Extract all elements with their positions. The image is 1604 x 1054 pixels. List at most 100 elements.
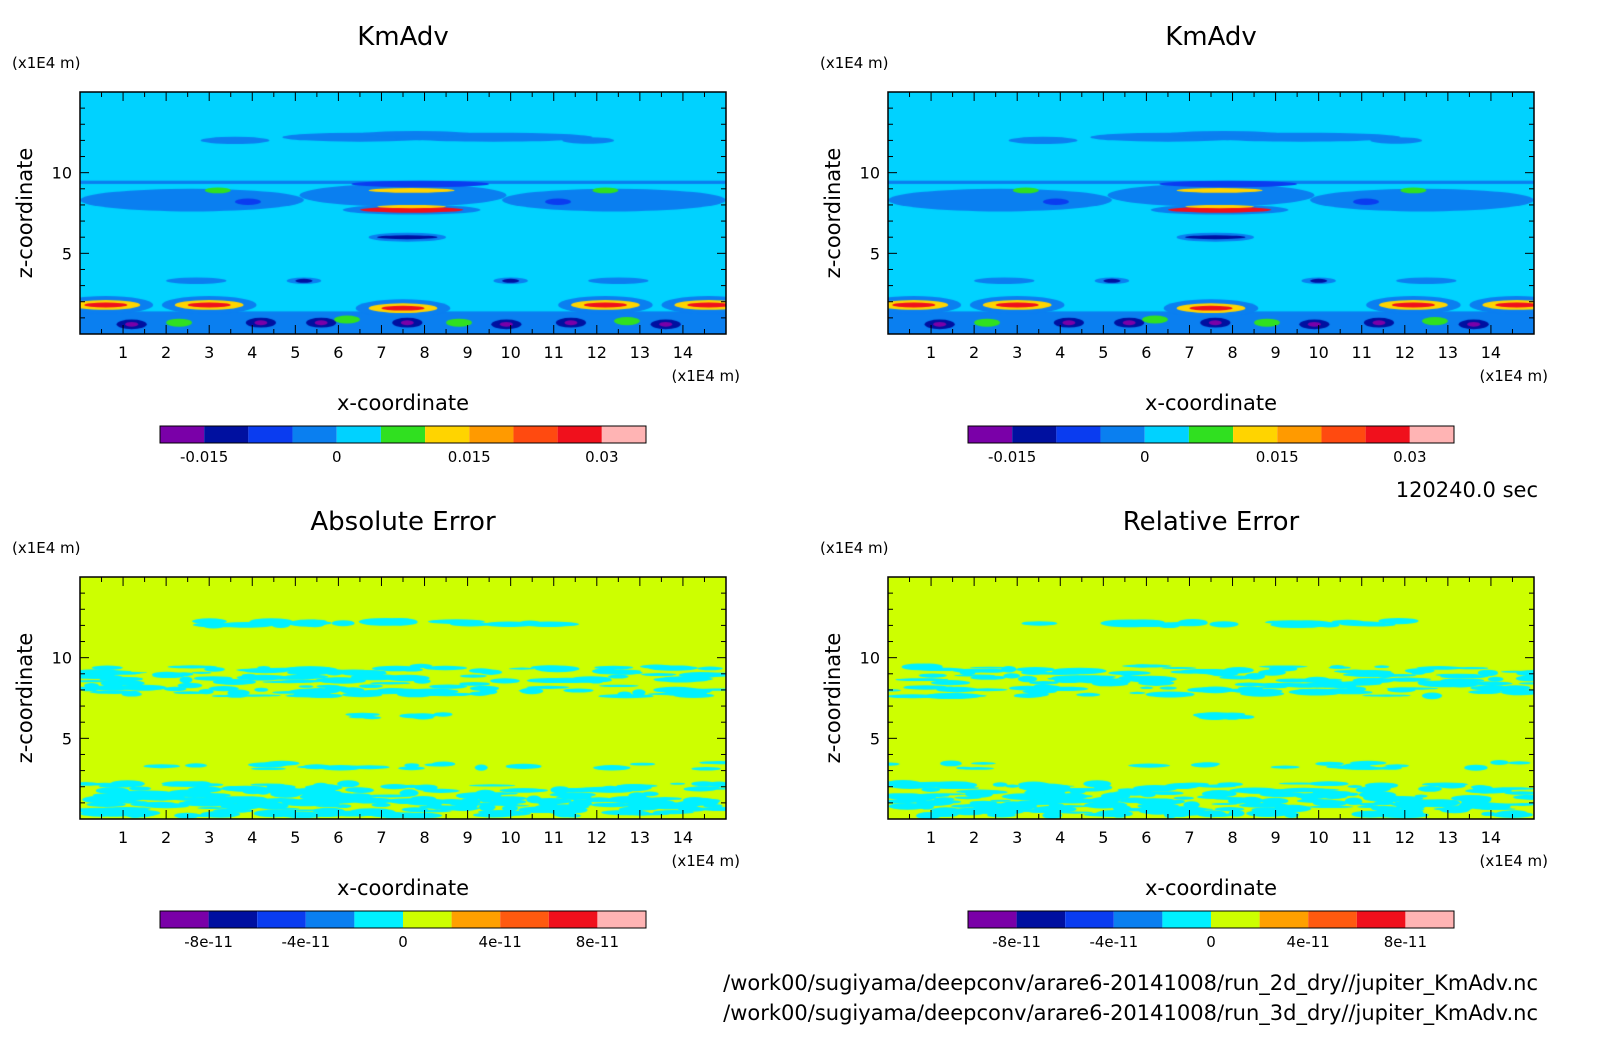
y-axis-label: z-coordinate	[821, 148, 845, 279]
x-tick-label: 11	[544, 343, 564, 362]
colorbar-segment	[1188, 426, 1234, 443]
y-tick-label: 10	[860, 649, 880, 668]
x-unit-label: (x1E4 m)	[671, 852, 740, 870]
x-tick-label: 1	[118, 828, 128, 847]
x-tick-label: 4	[1055, 828, 1065, 847]
file-path-2: /work00/sugiyama/deepconv/arare6-2014100…	[723, 1001, 1538, 1026]
x-tick-label: 7	[1184, 343, 1194, 362]
y-tick-label: 10	[52, 164, 72, 183]
panel-title: KmAdv	[1165, 22, 1257, 52]
x-tick-label: 14	[673, 828, 693, 847]
y-unit-label: (x1E4 m)	[12, 539, 81, 557]
colorbar-segment	[1365, 426, 1410, 443]
colorbar-segment	[1405, 911, 1454, 928]
colorbar-segment	[380, 426, 426, 443]
x-tick-label: 3	[1012, 343, 1022, 362]
x-tick-label: 2	[161, 828, 171, 847]
x-tick-label: 13	[1438, 828, 1458, 847]
x-tick-label: 10	[500, 828, 520, 847]
y-axis-label: z-coordinate	[13, 633, 37, 764]
colorbar-segment	[968, 911, 1017, 928]
heatmap-canvas	[80, 577, 726, 819]
y-unit-label: (x1E4 m)	[820, 54, 889, 72]
x-tick-label: 3	[1012, 828, 1022, 847]
x-axis-label: x-coordinate	[1145, 391, 1277, 415]
colorbar-tick-label: 0	[1140, 448, 1150, 466]
y-tick-label: 5	[62, 729, 72, 748]
colorbar-tick-label: -8e-11	[184, 933, 233, 951]
colorbar-segment	[1162, 911, 1211, 928]
x-unit-label: (x1E4 m)	[671, 367, 740, 385]
x-tick-label: 14	[1481, 828, 1501, 847]
colorbar-segment	[354, 911, 403, 928]
y-unit-label: (x1E4 m)	[820, 539, 889, 557]
colorbar-segment	[160, 426, 205, 443]
x-tick-label: 11	[544, 828, 564, 847]
colorbar-tick-label: -8e-11	[992, 933, 1041, 951]
y-tick-label: 5	[62, 244, 72, 263]
panel-title: Relative Error	[1123, 507, 1300, 537]
x-tick-label: 11	[1352, 343, 1372, 362]
x-tick-label: 10	[500, 343, 520, 362]
x-tick-label: 3	[204, 343, 214, 362]
x-tick-label: 10	[1308, 343, 1328, 362]
colorbar-segment	[1100, 426, 1145, 443]
y-axis-label: z-coordinate	[821, 633, 845, 764]
x-tick-label: 2	[969, 828, 979, 847]
colorbar-segment	[1012, 426, 1057, 443]
panel-title: Absolute Error	[310, 507, 496, 537]
colorbar-segment	[1308, 911, 1357, 928]
colorbar-segment	[597, 911, 646, 928]
x-axis-label: x-coordinate	[337, 876, 469, 900]
x-tick-label: 8	[419, 343, 429, 362]
x-tick-label: 13	[1438, 343, 1458, 362]
x-tick-label: 9	[463, 828, 473, 847]
colorbar-segment	[500, 911, 549, 928]
colorbar-segment	[1113, 911, 1163, 928]
x-tick-label: 14	[1481, 343, 1501, 362]
x-tick-label: 6	[333, 828, 343, 847]
x-tick-label: 3	[204, 828, 214, 847]
x-axis-label: x-coordinate	[337, 391, 469, 415]
time-label: 120240.0 sec	[1396, 478, 1538, 502]
panel-2: KmAdv(x1E4 m)1 2 3 4 5 6 7 8 9 10 11 12 13 14510(x1E4…	[820, 22, 1548, 466]
panel-title: KmAdv	[357, 22, 449, 52]
x-tick-label: 4	[247, 828, 257, 847]
colorbar-segment	[548, 911, 598, 928]
colorbar-tick-label: 8e-11	[576, 933, 619, 951]
x-tick-label: 14	[673, 343, 693, 362]
x-tick-label: 8	[419, 828, 429, 847]
colorbar-segment	[305, 911, 355, 928]
colorbar-segment	[451, 911, 501, 928]
x-tick-label: 2	[969, 343, 979, 362]
colorbar-frame	[967, 425, 1455, 444]
panels-group: KmAdv(x1E4 m)1 2 3 4 5 6 7 8 9 10 11 12 13 14510(x1E4…	[12, 22, 1548, 951]
y-tick-label: 10	[860, 164, 880, 183]
colorbar-segment	[336, 426, 381, 443]
x-tick-label: 9	[1271, 343, 1281, 362]
x-tick-label: 10	[1308, 828, 1328, 847]
colorbar-segment	[1356, 911, 1406, 928]
colorbar-tick-label: 4e-11	[1287, 933, 1330, 951]
colorbar-segment	[425, 426, 470, 443]
x-tick-label: 1	[118, 343, 128, 362]
x-tick-label: 1	[926, 828, 936, 847]
panel-3: Absolute Error(x1E4 m)1 2 3 4 5 6 7 8 9 10 11 12 13 1…	[12, 507, 740, 951]
x-tick-label: 6	[1141, 828, 1151, 847]
colorbar-segment	[513, 426, 558, 443]
x-tick-label: 6	[1141, 343, 1151, 362]
colorbar-segment	[204, 426, 249, 443]
x-tick-label: 11	[1352, 828, 1372, 847]
file-path-1: /work00/sugiyama/deepconv/arare6-2014100…	[723, 971, 1538, 996]
x-tick-label: 5	[1098, 343, 1108, 362]
y-axis-label: z-coordinate	[13, 148, 37, 279]
heatmap-field	[80, 92, 726, 334]
heatmap-field	[80, 577, 726, 819]
x-unit-label: (x1E4 m)	[1479, 367, 1548, 385]
x-tick-label: 7	[376, 828, 386, 847]
x-axis-label: x-coordinate	[1145, 876, 1277, 900]
x-tick-label: 12	[1395, 828, 1415, 847]
colorbar-segment	[403, 911, 452, 928]
x-tick-label: 5	[290, 343, 300, 362]
